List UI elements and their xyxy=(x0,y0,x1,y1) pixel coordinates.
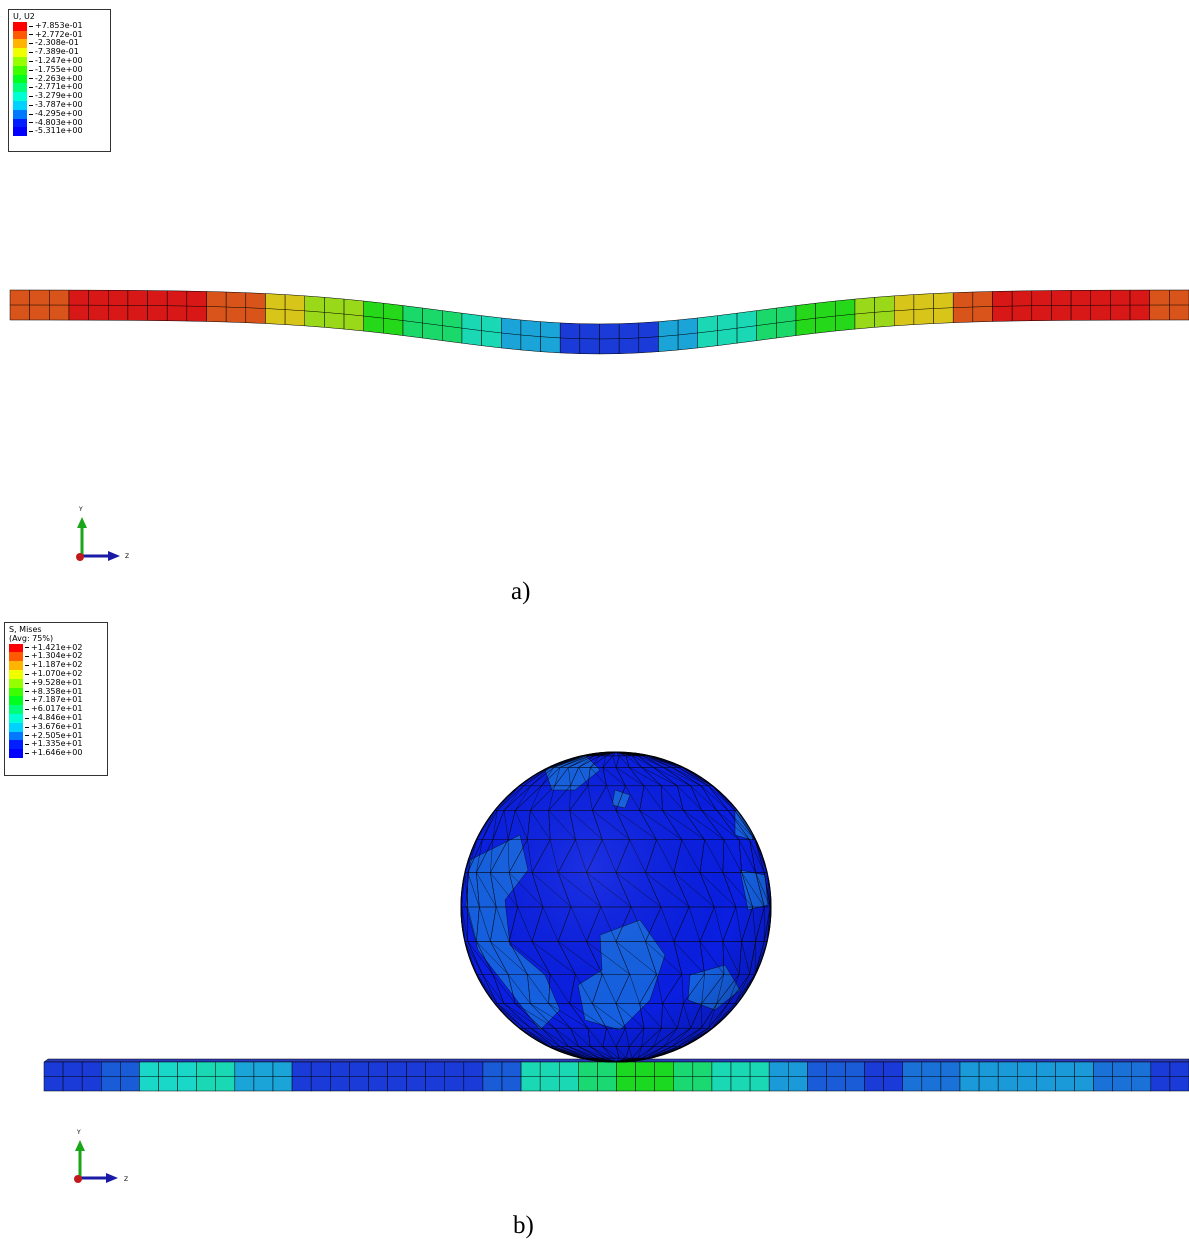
legend-a-value: -2.263e+00 xyxy=(35,73,83,83)
legend-a-swatch xyxy=(13,30,27,40)
legend-b-swatch xyxy=(9,696,23,706)
legend-a-value: -1.247e+00 xyxy=(35,55,83,65)
legend-a-row: +2.772e-01 xyxy=(13,29,106,40)
legend-b-row: +1.187e+02 xyxy=(9,660,103,670)
legend-a-swatch xyxy=(13,118,27,128)
legend-b-value: +3.676e+01 xyxy=(31,721,83,731)
plate-a-contour xyxy=(9,289,1189,355)
legend-a-title: U, U2 xyxy=(13,12,35,21)
legend-a-row: -2.771e+00 xyxy=(13,82,106,93)
plate-a-mesh xyxy=(9,304,1189,340)
legend-b-swatch xyxy=(9,652,23,662)
legend-b-value: +8.358e+01 xyxy=(31,686,83,696)
legend-b-row: +8.358e+01 xyxy=(9,686,103,697)
legend-b-title-line2: (Avg: 75%) xyxy=(9,633,54,643)
legend-a-row: +7.853e-01 xyxy=(13,20,106,31)
legend-b-row: +2.505e+01 xyxy=(9,730,103,741)
legend-a-swatch xyxy=(13,92,27,101)
legend-b: S, Mises (Avg: 75%) +1.421e+02 +1.304e+02… xyxy=(4,622,108,776)
legend-a-value: +7.853e-01 xyxy=(35,20,83,30)
caption-b: b) xyxy=(513,1212,534,1239)
legend-b-swatch xyxy=(9,661,23,670)
legend-b-row: +7.187e+01 xyxy=(9,695,103,706)
legend-a-row: -3.279e+00 xyxy=(13,91,106,101)
legend-b-row: +1.304e+02 xyxy=(9,651,103,662)
legend-a-value: -2.308e-01 xyxy=(35,38,79,48)
legend-b-row: +1.070e+02 xyxy=(9,668,103,679)
legend-b-swatch xyxy=(9,678,23,688)
legend-b-swatch xyxy=(9,740,23,750)
triad-a-y-label: Y xyxy=(78,506,83,513)
legend-a-value: -3.787e+00 xyxy=(35,99,83,109)
legend-a-swatch xyxy=(13,65,27,75)
legend-a-swatch xyxy=(13,109,27,119)
legend-b-value: +9.528e+01 xyxy=(31,677,83,687)
legend-a-row: -1.247e+00 xyxy=(13,55,106,66)
legend-b-value: +1.187e+02 xyxy=(31,660,83,670)
legend-a-row: -4.295e+00 xyxy=(13,108,106,119)
legend-b-title-line1: S, Mises xyxy=(9,625,42,634)
legend-a-swatch xyxy=(13,48,27,57)
legend-a-value: -2.771e+00 xyxy=(35,82,83,92)
legend-b-value: +1.421e+02 xyxy=(31,642,83,652)
legend-a-swatch xyxy=(13,39,27,49)
triad-a: Y Z xyxy=(76,506,129,561)
legend-a-value: -4.803e+00 xyxy=(35,117,83,127)
legend-b-swatch xyxy=(9,643,23,653)
legend-a-value: -4.295e+00 xyxy=(35,108,83,118)
legend-a-row: -3.787e+00 xyxy=(13,99,106,110)
legend-b-swatch xyxy=(9,669,23,679)
legend-b-swatch xyxy=(9,749,23,758)
legend-a-swatch xyxy=(13,74,27,84)
triad-a-z-label: Z xyxy=(125,553,129,560)
legend-a-swatch xyxy=(13,127,27,137)
legend-a-value: -5.311e+00 xyxy=(35,126,83,136)
triad-b-z-label: Z xyxy=(124,1176,128,1183)
legend-a-value: +2.772e-01 xyxy=(35,29,83,39)
legend-a-rows: +7.853e-01 +2.772e-01 -2.308e-01 -7.389e-01… xyxy=(13,20,106,137)
legend-a-swatch xyxy=(13,100,27,110)
legend-b-row: +1.646e+00 xyxy=(9,748,103,758)
legend-a-value: -1.755e+00 xyxy=(35,64,83,74)
legend-b-rows: +1.421e+02 +1.304e+02 +1.187e+02 +1.070e+02… xyxy=(9,642,103,758)
legend-b-row: +9.528e+01 xyxy=(9,677,103,688)
triad-b-y-label: Y xyxy=(76,1129,81,1136)
legend-b-value: +6.017e+01 xyxy=(31,704,83,714)
legend-b-row: +6.017e+01 xyxy=(9,704,103,714)
legend-a-row: -1.755e+00 xyxy=(13,64,106,75)
legend-b-row: +1.421e+02 xyxy=(9,642,103,653)
legend-b-row: +3.676e+01 xyxy=(9,721,103,732)
legend-a-row: -2.263e+00 xyxy=(13,73,106,84)
legend-b-value: +1.646e+00 xyxy=(31,748,83,758)
legend-a-row: -7.389e-01 xyxy=(13,47,106,57)
legend-b-swatch xyxy=(9,713,23,723)
plate-b-contour xyxy=(43,1058,1189,1092)
legend-b-value: +1.304e+02 xyxy=(31,651,83,661)
legend-a: U, U2 +7.853e-01 +2.772e-01 -2.308e-01 -7.3… xyxy=(8,9,111,152)
legend-b-value: +7.187e+01 xyxy=(31,695,83,705)
legend-b-swatch xyxy=(9,705,23,714)
legend-b-value: +1.070e+02 xyxy=(31,668,83,678)
caption-a: a) xyxy=(511,578,531,605)
legend-b-row: +1.335e+01 xyxy=(9,739,103,750)
legend-a-swatch xyxy=(13,83,27,93)
legend-b-value: +1.335e+01 xyxy=(31,739,83,749)
legend-b-row: +4.846e+01 xyxy=(9,712,103,723)
legend-b-swatch xyxy=(9,731,23,741)
legend-a-value: -7.389e-01 xyxy=(35,47,79,57)
legend-b-value: +2.505e+01 xyxy=(31,730,83,740)
legend-a-swatch xyxy=(13,21,27,31)
legend-b-swatch xyxy=(9,722,23,732)
legend-a-row: -5.311e+00 xyxy=(13,126,106,137)
impactor-sphere xyxy=(460,751,772,1063)
legend-a-value: -3.279e+00 xyxy=(35,91,83,101)
legend-a-swatch xyxy=(13,56,27,66)
legend-a-row: -4.803e+00 xyxy=(13,117,106,128)
legend-b-value: +4.846e+01 xyxy=(31,712,83,722)
legend-a-row: -2.308e-01 xyxy=(13,38,106,49)
triad-b: Y Z xyxy=(74,1129,128,1183)
legend-b-swatch xyxy=(9,687,23,697)
